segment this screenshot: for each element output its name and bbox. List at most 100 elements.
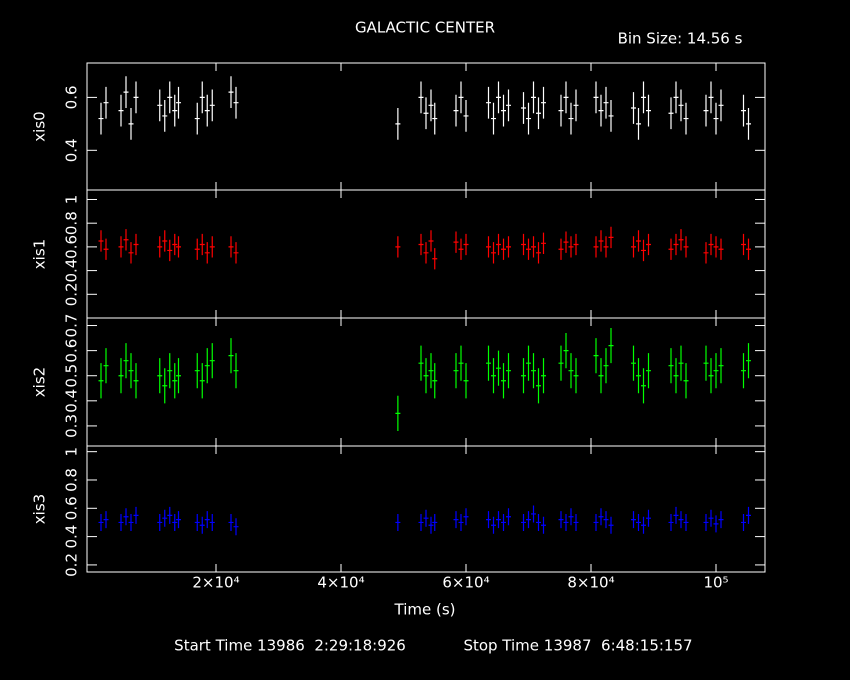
error-bar (631, 236, 636, 258)
error-bar (496, 350, 501, 386)
error-bar (118, 236, 124, 258)
error-bar (157, 236, 163, 258)
error-bar (463, 100, 469, 132)
error-bar (718, 89, 724, 122)
error-bar (123, 508, 129, 526)
error-bar (636, 358, 641, 394)
error-bar (162, 100, 168, 132)
error-bar (501, 363, 506, 399)
y-tick-label: 0.2 (63, 282, 81, 306)
error-bar (103, 511, 109, 529)
error-bar (423, 97, 429, 130)
error-bar (746, 506, 751, 524)
error-bar (558, 94, 564, 127)
error-bar (563, 231, 569, 253)
error-bar (678, 511, 684, 529)
error-bar (506, 353, 511, 389)
error-bar (603, 236, 609, 258)
error-bar (636, 107, 641, 140)
stop-time: Stop Time 13987 6:48:15:157 (463, 637, 692, 655)
error-bar (526, 345, 531, 381)
error-bar (162, 509, 168, 527)
error-bar (703, 242, 709, 264)
error-bar (668, 348, 674, 384)
error-bar (418, 233, 424, 256)
error-bar (746, 107, 751, 140)
y-tick-label: 0.8 (63, 211, 81, 235)
error-bar (491, 242, 496, 264)
error-bar (708, 509, 714, 527)
error-bar (526, 511, 531, 529)
y-tick-label: 0.4 (63, 138, 81, 162)
error-bar (683, 102, 689, 135)
error-bar (172, 513, 178, 531)
error-bar (641, 368, 646, 404)
error-bar (703, 513, 709, 531)
error-bar (167, 81, 173, 114)
error-bar (496, 511, 501, 529)
error-bar (172, 233, 178, 256)
x-tick-label: 6×10⁴ (442, 574, 489, 592)
error-bar (668, 513, 674, 531)
error-bar (133, 363, 139, 399)
error-bar (608, 328, 614, 364)
error-bar (423, 242, 429, 264)
y-tick-label: 1 (63, 447, 81, 457)
error-bar (501, 94, 506, 127)
error-bar (741, 233, 746, 256)
error-bar (683, 363, 689, 399)
error-bar (558, 511, 564, 529)
error-bar (713, 236, 719, 258)
error-bar (631, 92, 636, 124)
error-bar (563, 513, 569, 531)
error-bar (536, 368, 541, 404)
error-bar (678, 89, 684, 122)
error-bar (563, 81, 569, 114)
error-bar (641, 81, 646, 114)
y-axis-label: xis0 (31, 111, 49, 141)
error-bar (395, 513, 401, 531)
error-bar (463, 363, 469, 399)
error-bar (453, 511, 459, 529)
error-bar (194, 102, 200, 135)
error-bar (128, 353, 134, 389)
y-tick-label: 0.2 (63, 553, 81, 577)
error-bar (453, 94, 459, 127)
error-bar (593, 81, 599, 114)
error-bar (683, 513, 689, 531)
error-bar (128, 107, 134, 140)
error-bar (521, 92, 526, 124)
error-bar (491, 102, 496, 135)
error-bar (673, 233, 679, 256)
error-bar (209, 236, 215, 258)
error-bar (157, 513, 163, 531)
error-bar (98, 513, 104, 531)
error-bar (521, 233, 526, 256)
error-bar (418, 81, 424, 114)
error-bar (128, 242, 134, 264)
error-bar (133, 233, 139, 256)
bin-size: Bin Size: 14.56 s (618, 30, 743, 48)
error-bar (204, 348, 210, 384)
error-bar (598, 94, 604, 127)
y-tick-label: 0.6 (63, 85, 81, 109)
error-bar (98, 363, 104, 399)
error-bar (432, 513, 438, 531)
error-bar (501, 513, 506, 531)
error-bar (568, 508, 574, 526)
error-bar (103, 348, 109, 384)
error-bar (603, 86, 609, 119)
error-bar (703, 345, 709, 381)
error-bar (118, 358, 124, 394)
y-tick-label: 0.6 (63, 496, 81, 520)
error-bar (458, 513, 464, 531)
error-bar (636, 230, 641, 252)
error-bar (172, 94, 178, 127)
y-axis-label: xis3 (31, 494, 49, 524)
y-tick-label: 0.6 (63, 339, 81, 363)
error-bar (228, 236, 234, 258)
error-bar (683, 236, 689, 258)
error-bar (162, 230, 168, 252)
error-bar (673, 506, 679, 524)
